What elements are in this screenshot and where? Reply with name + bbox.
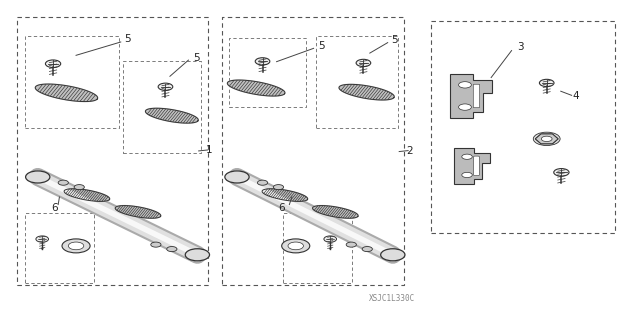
- Circle shape: [185, 249, 209, 261]
- Text: 6: 6: [52, 203, 58, 213]
- Circle shape: [167, 247, 177, 252]
- Polygon shape: [312, 205, 358, 218]
- Circle shape: [462, 172, 472, 178]
- Circle shape: [45, 60, 61, 68]
- Circle shape: [381, 249, 405, 261]
- Text: 5: 5: [392, 35, 398, 45]
- Polygon shape: [535, 134, 558, 144]
- Circle shape: [459, 104, 471, 110]
- Circle shape: [356, 59, 371, 67]
- Circle shape: [540, 79, 554, 86]
- FancyBboxPatch shape: [474, 156, 479, 175]
- Polygon shape: [339, 84, 394, 100]
- Circle shape: [346, 242, 356, 247]
- Text: 2: 2: [407, 145, 413, 156]
- Text: 5: 5: [124, 34, 131, 44]
- Text: 1: 1: [206, 145, 213, 155]
- Circle shape: [58, 180, 68, 185]
- Circle shape: [257, 180, 268, 185]
- FancyBboxPatch shape: [473, 84, 479, 108]
- Text: 6: 6: [278, 203, 285, 213]
- Circle shape: [273, 185, 284, 190]
- Circle shape: [158, 83, 173, 90]
- Text: 5: 5: [318, 41, 324, 51]
- Text: 4: 4: [572, 91, 579, 101]
- Circle shape: [151, 242, 161, 247]
- Polygon shape: [450, 74, 492, 118]
- Circle shape: [62, 239, 90, 253]
- Circle shape: [288, 242, 303, 250]
- Polygon shape: [115, 205, 161, 218]
- Text: XSJC1L330C: XSJC1L330C: [369, 294, 415, 303]
- Circle shape: [533, 132, 560, 145]
- Circle shape: [541, 136, 552, 142]
- Circle shape: [26, 171, 50, 183]
- Polygon shape: [35, 84, 98, 101]
- Circle shape: [362, 247, 372, 252]
- Circle shape: [68, 242, 84, 250]
- Polygon shape: [64, 189, 109, 201]
- Circle shape: [36, 236, 49, 242]
- Circle shape: [324, 236, 337, 242]
- Polygon shape: [145, 108, 198, 123]
- Circle shape: [459, 82, 471, 88]
- Circle shape: [554, 168, 569, 176]
- Polygon shape: [262, 189, 308, 201]
- Polygon shape: [454, 148, 490, 183]
- Text: 3: 3: [517, 42, 524, 52]
- Circle shape: [74, 185, 84, 190]
- Circle shape: [225, 171, 249, 183]
- Polygon shape: [227, 80, 285, 96]
- Circle shape: [255, 58, 270, 65]
- Polygon shape: [535, 134, 558, 144]
- Circle shape: [282, 239, 310, 253]
- Circle shape: [462, 154, 472, 160]
- Text: 5: 5: [193, 53, 200, 63]
